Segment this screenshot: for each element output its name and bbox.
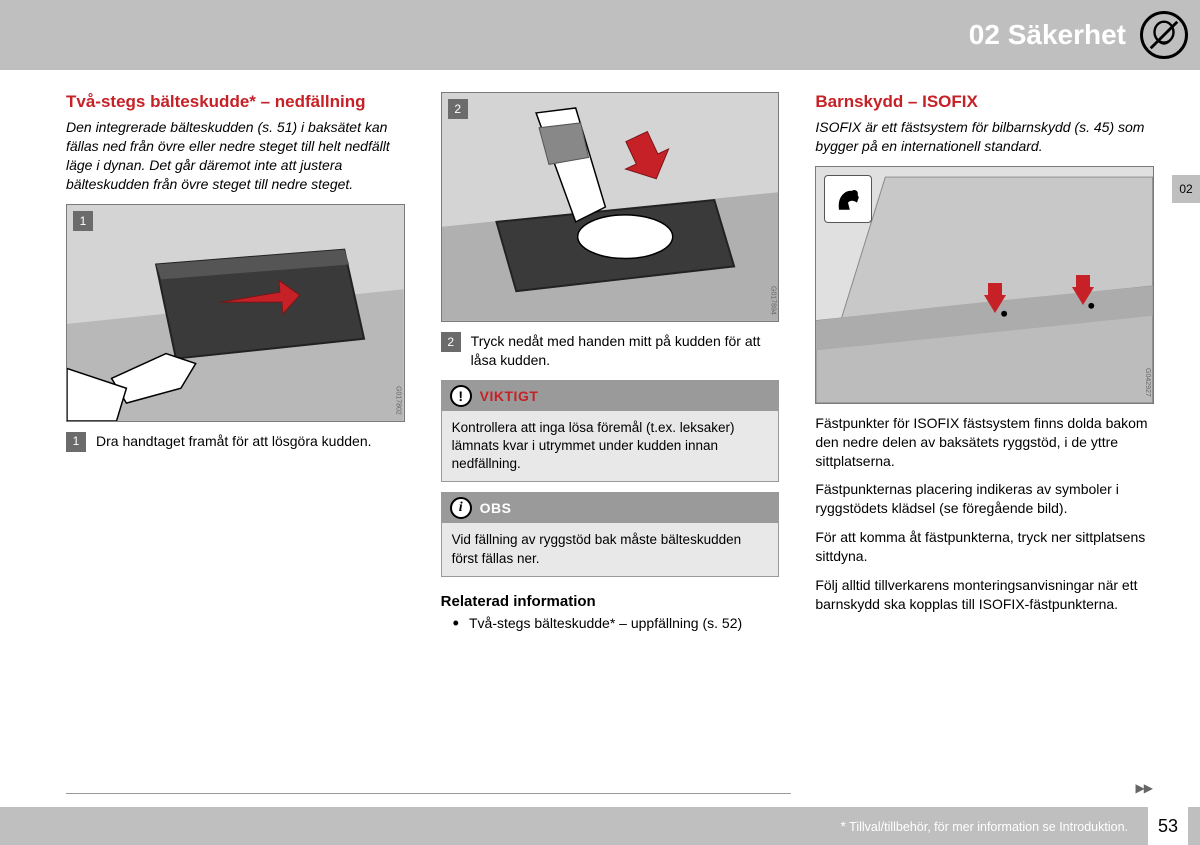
footer-note: * Tillval/tillbehör, för mer information… (840, 818, 1128, 834)
intro-text: ISOFIX är ett fästsystem för bilbarnskyd… (815, 118, 1154, 156)
seat-cushion-illustration (67, 205, 404, 421)
footer-note-text: Tillval/tillbehör, för mer information s… (849, 820, 1128, 834)
figure-1: 1 G017802 (66, 204, 405, 422)
page-content: Två-stegs bälteskudde* – nedfällning Den… (66, 92, 1154, 785)
continue-indicator: ▶▶ (1136, 781, 1152, 795)
isofix-badge-icon (824, 175, 872, 223)
figure-code: G017802 (395, 386, 402, 415)
important-callout: ! VIKTIGT Kontrollera att inga lösa före… (441, 380, 780, 483)
related-heading: Relaterad information (441, 593, 780, 610)
red-arrow-icon (1072, 287, 1094, 305)
column-2: 2 G017894 2 Tryck nedåt med handen mitt … (441, 92, 780, 785)
figure-3: G042927 (815, 166, 1154, 404)
column-3: Barnskydd – ISOFIX ISOFIX är ett fästsys… (815, 92, 1154, 785)
callout-title: OBS (480, 500, 512, 516)
page-number: 53 (1148, 807, 1188, 845)
step-number: 2 (441, 332, 461, 352)
column-1: Två-stegs bälteskudde* – nedfällning Den… (66, 92, 405, 785)
side-tab: 02 (1172, 175, 1200, 203)
step-1: 1 Dra handtaget framåt för att lösgöra k… (66, 432, 405, 452)
step-text: Tryck nedåt med handen mitt på kudden fö… (471, 332, 780, 370)
info-icon: i (450, 497, 472, 519)
figure-number: 1 (73, 211, 93, 231)
footer-rule (66, 793, 791, 794)
press-cushion-illustration (442, 93, 779, 321)
callout-title: VIKTIGT (480, 388, 539, 404)
figure-code: G017894 (769, 286, 776, 315)
section-heading: Barnskydd – ISOFIX (815, 92, 1154, 112)
callout-header: i OBS (442, 493, 779, 523)
figure-number: 2 (448, 99, 468, 119)
red-arrow-icon (984, 295, 1006, 313)
note-callout: i OBS Vid fällning av ryggstöd bak måste… (441, 492, 780, 576)
callout-body: Kontrollera att inga lösa föremål (t.ex.… (442, 411, 779, 482)
chapter-icon (1140, 11, 1188, 59)
step-2: 2 Tryck nedåt med handen mitt på kudden … (441, 332, 780, 370)
chapter-header: 02 Säkerhet (0, 0, 1200, 70)
paragraph: För att komma åt fästpunkterna, tryck ne… (815, 528, 1154, 566)
paragraph: Fästpunkternas placering indikeras av sy… (815, 480, 1154, 518)
warning-icon: ! (450, 385, 472, 407)
figure-code: G042927 (1144, 368, 1151, 397)
related-item: Två-stegs bälteskudde* – uppfällning (s.… (441, 614, 780, 633)
chapter-title: 02 Säkerhet (969, 19, 1126, 51)
figure-2: 2 G017894 (441, 92, 780, 322)
paragraph: Följ alltid tillverkarens monteringsanvi… (815, 576, 1154, 614)
step-number: 1 (66, 432, 86, 452)
callout-header: ! VIKTIGT (442, 381, 779, 411)
page-footer: * Tillval/tillbehör, för mer information… (0, 807, 1200, 845)
related-text: Två-stegs bälteskudde* – uppfällning (s.… (469, 614, 742, 633)
intro-text: Den integrerade bälteskudden (s. 51) i b… (66, 118, 405, 194)
paragraph: Fästpunkter för ISOFIX fästsystem finns … (815, 414, 1154, 471)
callout-body: Vid fällning av ryggstöd bak måste bälte… (442, 523, 779, 575)
section-heading: Två-stegs bälteskudde* – nedfällning (66, 92, 405, 112)
step-text: Dra handtaget framåt för att lösgöra kud… (96, 432, 372, 452)
